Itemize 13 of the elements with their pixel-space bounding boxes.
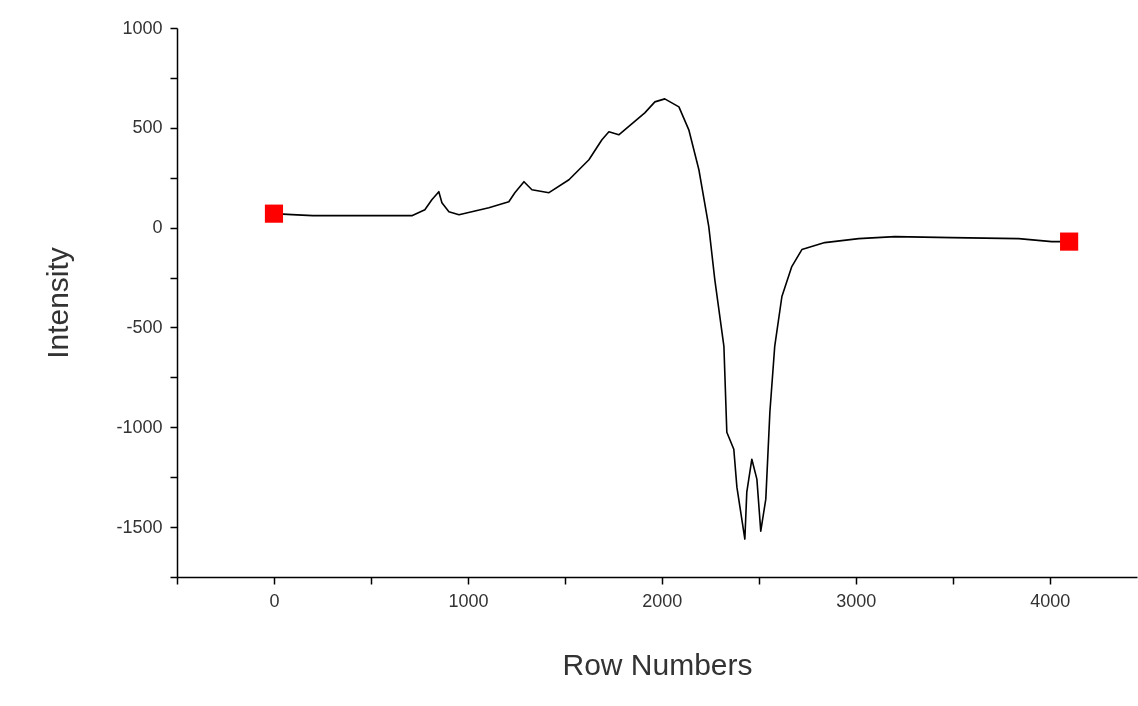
x-tick-label: 3000: [836, 590, 877, 611]
y-axis-title: Intensity: [41, 247, 75, 359]
y-tick-label: -1000: [116, 416, 163, 437]
y-tick-label: 500: [132, 117, 163, 138]
y-tick-label: -1500: [116, 516, 163, 537]
x-axis-title: Row Numbers: [562, 647, 753, 681]
y-tick-label: 0: [152, 217, 163, 238]
y-tick-label: -500: [126, 316, 163, 337]
x-tick-label: 1000: [448, 590, 489, 611]
x-tick-label: 4000: [1030, 590, 1071, 611]
x-tick-label: 0: [269, 590, 280, 611]
x-tick-label: 2000: [642, 590, 683, 611]
y-tick-label: 1000: [122, 17, 163, 38]
